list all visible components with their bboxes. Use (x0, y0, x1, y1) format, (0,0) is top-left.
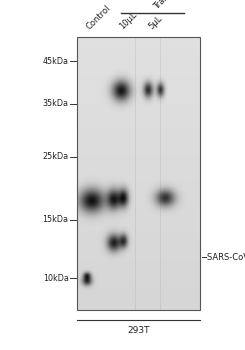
Text: SARS-CoV-2 ORF6: SARS-CoV-2 ORF6 (207, 253, 245, 262)
Text: 35kDa: 35kDa (43, 99, 69, 108)
Text: 15kDa: 15kDa (43, 215, 69, 224)
Bar (77, 37, 200, 310)
Text: 45kDa: 45kDa (43, 57, 69, 66)
Text: Control: Control (85, 4, 113, 32)
Text: 25kDa: 25kDa (42, 152, 69, 161)
Text: 10μL: 10μL (117, 10, 138, 32)
Text: 293T: 293T (127, 326, 150, 335)
Text: 5μL: 5μL (147, 14, 164, 32)
Text: Transfected: Transfected (152, 0, 193, 11)
Text: 10kDa: 10kDa (43, 274, 69, 283)
